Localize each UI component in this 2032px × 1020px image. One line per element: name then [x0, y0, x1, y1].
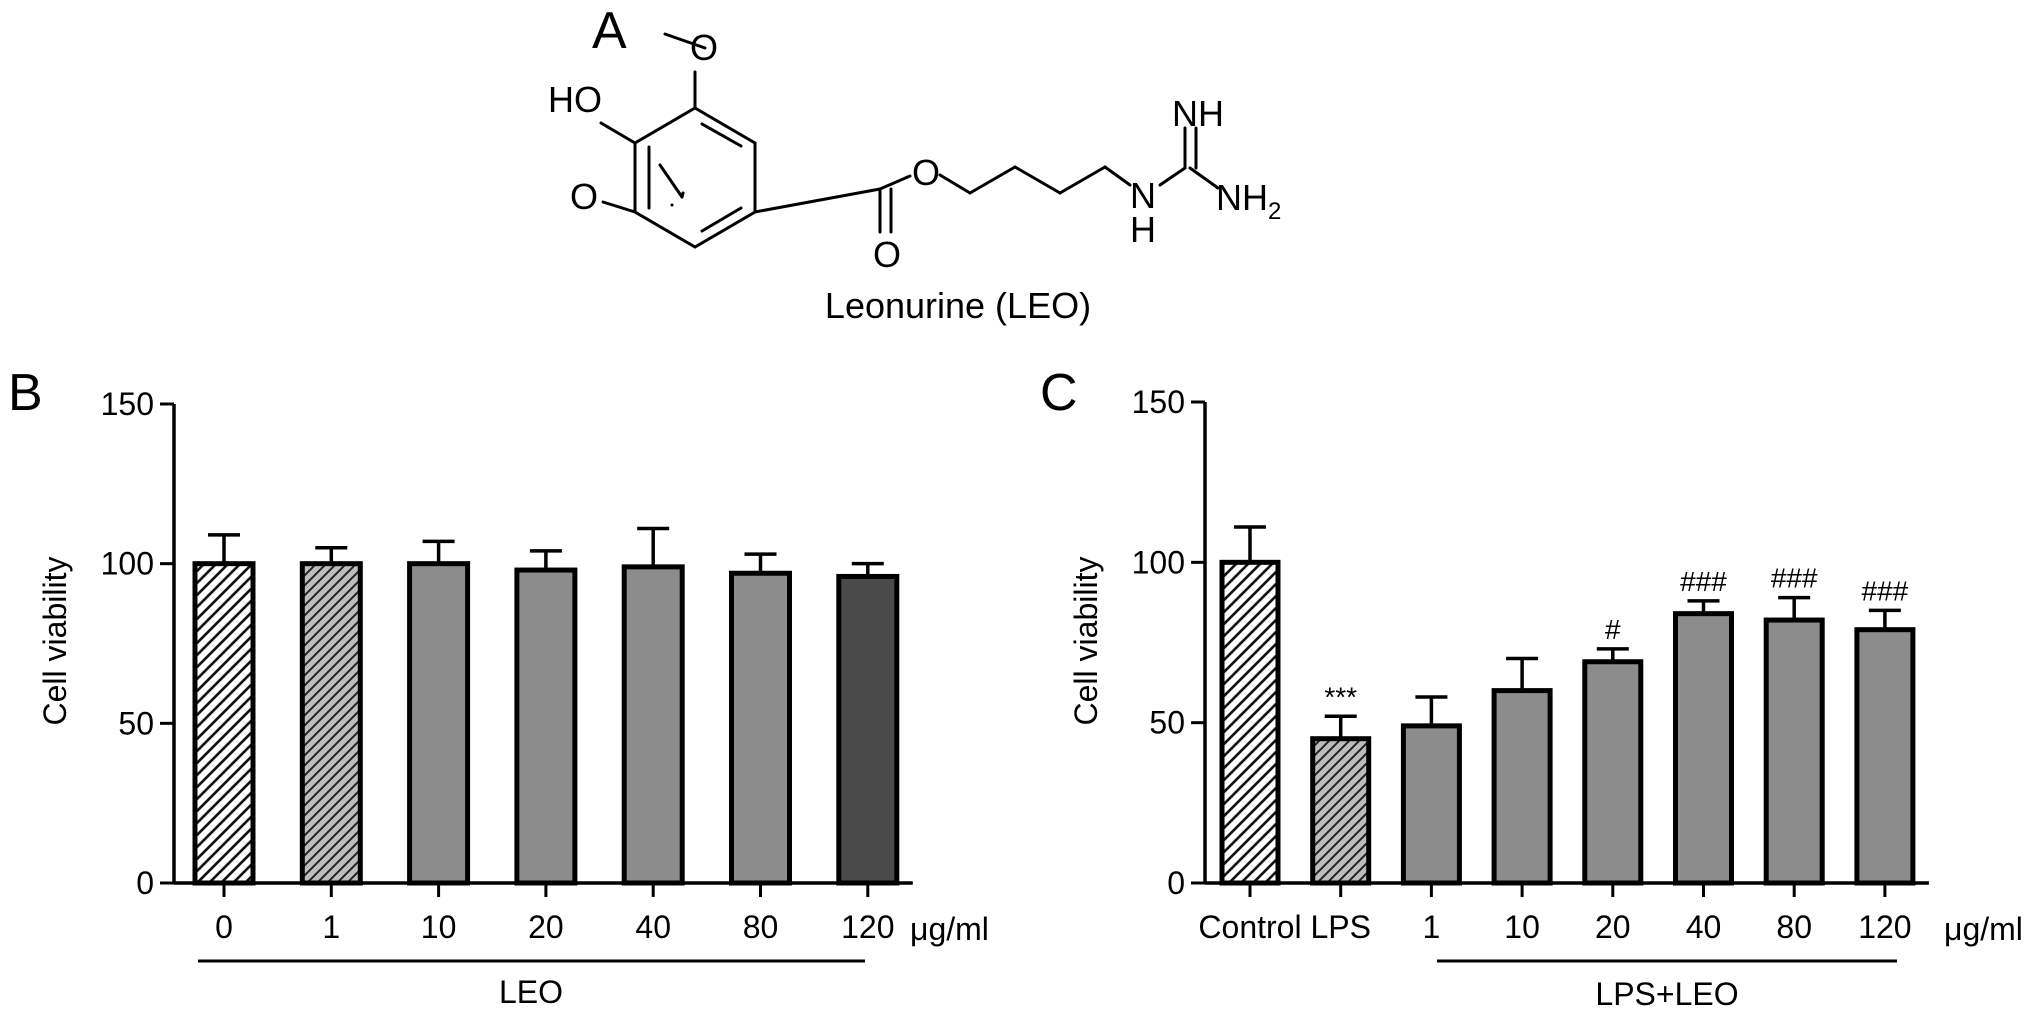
panel-c-y-axis: 0 50 100 150 [1132, 384, 1207, 901]
x-tick-label: Control [1198, 909, 1301, 945]
panel-c-ylabel: Cell viability [1068, 557, 1104, 726]
y-tick-label: 0 [1167, 865, 1185, 901]
bar [836, 573, 900, 886]
panel-c-unit-label: μg/ml [1944, 911, 2023, 947]
leonurine-structure [599, 32, 1220, 249]
x-tick-label: 120 [841, 909, 894, 945]
y-tick-label: 150 [1132, 384, 1185, 420]
y-tick-label: 50 [118, 705, 154, 741]
panel-b-x-axis: 0 1 10 20 40 80 120 [174, 881, 913, 945]
y-tick-label: 100 [101, 546, 154, 582]
bar [1582, 659, 1644, 886]
bar [407, 561, 471, 886]
x-tick-label: 40 [635, 909, 671, 945]
amine-h-label: H [1130, 209, 1156, 250]
panel-b-group-label: LEO [499, 974, 563, 1010]
significance-label: # [1605, 614, 1621, 645]
bar [1219, 559, 1281, 886]
panel-c-group-label: LPS+LEO [1595, 976, 1738, 1012]
significance-label: ### [1862, 575, 1909, 606]
panel-a: A [548, 2, 1281, 326]
panel-c-bars: ***#### ### ### [1219, 525, 1916, 886]
x-tick-label: 1 [322, 909, 340, 945]
ester-oxygen: O [912, 152, 940, 193]
methoxy-bottom-oxygen: O [570, 176, 598, 217]
bar [1310, 736, 1372, 886]
y-tick-label: 150 [101, 386, 154, 422]
bar [299, 561, 363, 886]
x-tick-label: 80 [743, 909, 779, 945]
y-tick-label: 100 [1132, 544, 1185, 580]
x-tick-label: 40 [1686, 909, 1722, 945]
panel-c-letter: C [1040, 364, 1078, 422]
bar [1763, 617, 1825, 886]
x-tick-label: LPS [1310, 909, 1370, 945]
panel-b-y-axis: 0 50 100 150 [101, 386, 176, 901]
hydroxyl-label: HO [548, 79, 602, 120]
compound-name: Leonurine (LEO) [825, 285, 1091, 326]
bar [621, 564, 685, 886]
panel-b-ylabel: Cell viability [37, 557, 73, 726]
bar [729, 570, 792, 886]
bar [1854, 627, 1916, 886]
x-tick-label: 80 [1776, 909, 1812, 945]
bar [1400, 723, 1462, 886]
significance-label: *** [1324, 681, 1357, 712]
carbonyl-oxygen: O [873, 234, 901, 275]
bar [1491, 688, 1553, 886]
amine-n-label: N [1130, 175, 1156, 216]
bar [192, 561, 256, 886]
x-tick-label: 20 [1595, 909, 1631, 945]
x-tick-label: 120 [1858, 909, 1911, 945]
imine-label: NH [1172, 93, 1224, 134]
panel-c-x-axis: Control LPS 1 10 20 40 80 120 [1198, 881, 1929, 945]
x-tick-label: 1 [1423, 909, 1441, 945]
x-tick-label: 10 [421, 909, 457, 945]
methoxy-top-oxygen: O [690, 27, 718, 68]
x-tick-label: 20 [528, 909, 564, 945]
panel-a-letter: A [592, 2, 627, 60]
panel-b: B Cell viability 0 50 100 150 0 1 10 20 40 80 120… [8, 364, 989, 1010]
significance-label: ### [1771, 563, 1818, 594]
amino-label: NH2 [1216, 177, 1281, 225]
x-tick-label: 10 [1504, 909, 1540, 945]
bar [1673, 611, 1734, 886]
benzene-ring [633, 106, 757, 249]
panel-b-bars [192, 526, 900, 886]
significance-label: ### [1680, 566, 1727, 597]
x-tick-label: 0 [215, 909, 233, 945]
bar [514, 567, 578, 886]
y-tick-label: 50 [1149, 705, 1185, 741]
panel-b-letter: B [8, 364, 43, 422]
y-tick-label: 0 [136, 865, 154, 901]
panel-b-unit-label: μg/ml [910, 911, 989, 947]
